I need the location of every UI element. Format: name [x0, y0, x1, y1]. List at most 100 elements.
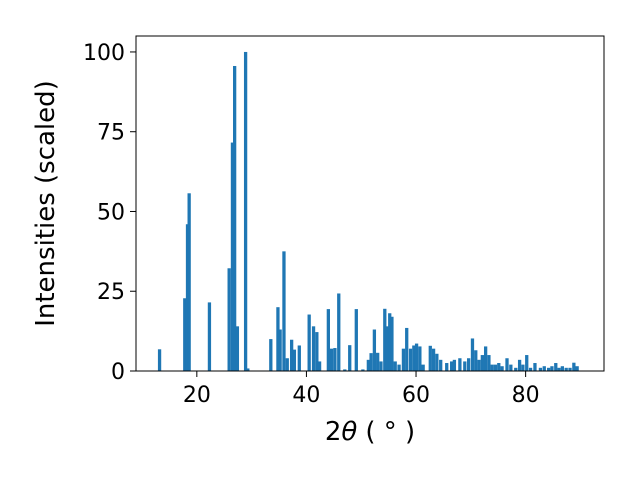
y-tick-label: 100 [83, 41, 125, 66]
bar-76 [533, 363, 537, 371]
bar-14 [282, 251, 286, 371]
bar-3 [187, 193, 191, 371]
bar-82 [557, 367, 561, 371]
bar-58 [467, 358, 471, 371]
bar-78 [542, 366, 546, 371]
x-tick-label: 60 [402, 383, 430, 408]
bar-50 [431, 348, 436, 371]
bar-5 [227, 268, 231, 371]
y-axis-ticks: 0 25 50 75 100 [83, 41, 136, 385]
bar-24 [330, 348, 334, 371]
bar-85 [568, 367, 572, 371]
bar-31 [366, 359, 370, 371]
bar-48 [421, 364, 425, 371]
bar-23 [326, 309, 330, 371]
bar-63 [483, 346, 488, 371]
x-axis-label-unit: ( ° ) [365, 417, 415, 447]
bar-4 [207, 302, 212, 371]
bar-39 [390, 316, 394, 371]
bar-20 [311, 326, 316, 371]
y-tick-label: 50 [97, 200, 125, 225]
bar-52 [439, 359, 443, 371]
bars-group [157, 51, 579, 372]
bar-13 [278, 329, 282, 371]
bar-86 [572, 362, 576, 371]
x-axis-ticks: 20 40 60 80 [183, 371, 540, 408]
bar-1 [183, 298, 187, 371]
y-tick-label: 0 [111, 360, 125, 385]
bar-83 [560, 366, 564, 371]
bar-22 [317, 361, 322, 371]
bar-49 [428, 345, 432, 371]
bar-17 [292, 349, 297, 371]
bar-54 [450, 361, 454, 371]
bar-19 [307, 314, 311, 371]
bar-55 [452, 359, 457, 371]
bar-71 [514, 367, 518, 371]
bar-9 [243, 51, 248, 371]
y-axis-label: Intensities (scaled) [31, 80, 61, 327]
y-tick-label: 75 [97, 121, 125, 146]
x-axis-label-theta: θ [341, 417, 357, 447]
bar-41 [397, 364, 401, 371]
bar-72 [517, 359, 522, 371]
bar-59 [470, 338, 475, 371]
bar-30 [361, 369, 365, 371]
x-axis-label-prefix: 2 [325, 417, 342, 447]
bar-57 [463, 361, 467, 371]
bar-0 [157, 349, 162, 371]
bar-38 [388, 313, 392, 371]
bar-35 [379, 361, 383, 371]
bar-87 [575, 366, 579, 371]
bar-43 [405, 327, 409, 371]
x-tick-label: 20 [183, 383, 211, 408]
bar-70 [509, 364, 513, 371]
bar-77 [538, 367, 543, 371]
x-tick-label: 40 [292, 383, 320, 408]
bar-8 [235, 326, 240, 371]
bar-75 [528, 367, 533, 371]
bar-46 [414, 343, 419, 371]
bar-79 [547, 367, 551, 371]
x-tick-label: 80 [512, 383, 540, 408]
bar-84 [564, 367, 568, 371]
bar-33 [372, 329, 377, 371]
bar-62 [480, 355, 484, 371]
y-tick-label: 25 [97, 280, 125, 305]
bar-15 [285, 358, 289, 371]
bar-47 [418, 346, 422, 371]
bar-10 [246, 368, 250, 371]
bar-37 [385, 326, 389, 371]
bar-60 [474, 350, 478, 371]
bar-26 [337, 293, 341, 371]
bar-27 [343, 369, 347, 371]
bar-53 [445, 363, 449, 371]
plot-frame [135, 35, 605, 372]
bar-44 [408, 348, 413, 371]
bar-67 [497, 363, 501, 371]
bar-36 [383, 308, 387, 371]
bar-68 [500, 366, 504, 371]
bar-25 [333, 348, 337, 371]
bar-80 [550, 366, 554, 371]
bar-66 [493, 364, 498, 371]
bar-21 [315, 332, 319, 371]
x-axis-label: 2θ ( ° ) [325, 417, 415, 447]
bar-69 [505, 358, 509, 371]
bar-34 [376, 352, 380, 371]
bar-6 [230, 142, 235, 371]
bar-73 [521, 364, 525, 371]
bar-18 [297, 345, 301, 371]
bar-7 [233, 65, 237, 372]
bar-81 [554, 363, 558, 371]
bar-45 [412, 345, 416, 371]
bar-74 [525, 355, 529, 371]
bar-11 [269, 339, 273, 371]
bar-40 [393, 361, 397, 371]
bar-42 [401, 348, 406, 371]
bar-32 [369, 353, 373, 371]
bar-64 [487, 355, 491, 371]
bar-29 [354, 309, 358, 371]
bar-28 [348, 345, 352, 371]
